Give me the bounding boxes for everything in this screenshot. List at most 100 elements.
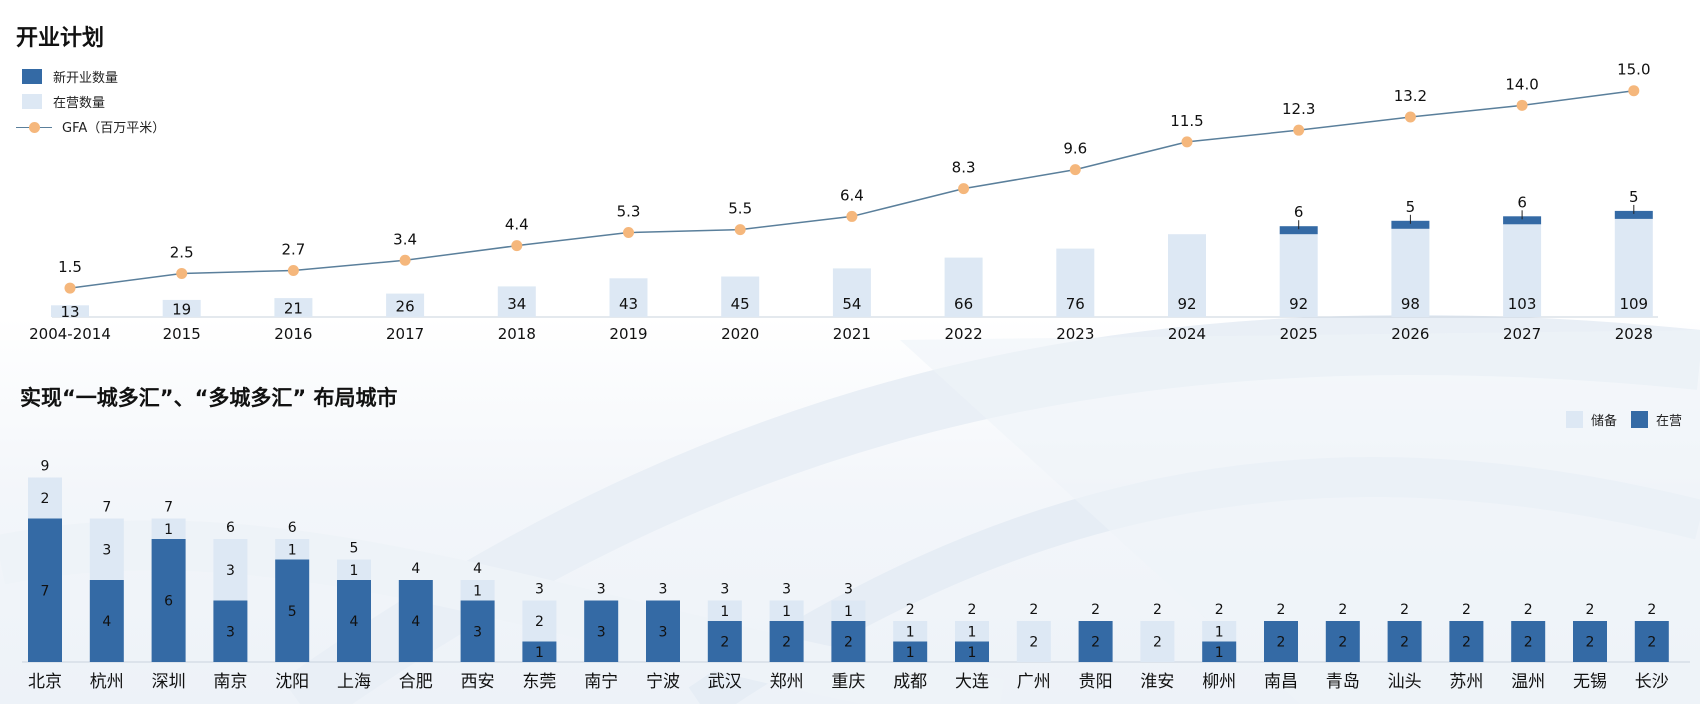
bar-operating-label: 2 (720, 635, 729, 651)
legend-label-operating: 在营数量 (53, 96, 106, 111)
bar-operating-label: 1 (906, 645, 915, 661)
plan-chart: 13 2004-2014 19 2015 21 2016 26 2017 34 2018 43 201… (29, 61, 1658, 343)
x-tick-label: 2020 (721, 325, 759, 343)
x-tick-label: 2028 (1615, 325, 1653, 343)
bar-reserve-label: 2 (535, 614, 544, 630)
x-tick-label: 2015 (163, 325, 201, 343)
gfa-point (64, 282, 76, 294)
x-tick-label: 苏州 (1449, 672, 1483, 692)
bar-operating (1279, 234, 1318, 317)
x-tick-label: 2017 (386, 325, 424, 343)
bar-total-label: 6 (288, 520, 297, 536)
x-tick-label: 南昌 (1264, 672, 1298, 692)
bar-reserve (893, 621, 928, 642)
gfa-point (1516, 99, 1528, 111)
bar-operating (89, 580, 124, 662)
bar-reserve (28, 477, 62, 519)
bar-operating (1325, 621, 1360, 662)
bar-operating (1573, 621, 1607, 662)
x-tick-label: 2024 (1168, 325, 1206, 343)
bar-reserve-label: 1 (782, 604, 791, 620)
legend-swatch-gfa (16, 121, 52, 133)
bar-total-label: 2 (1215, 602, 1224, 618)
x-tick-label: 长沙 (1635, 672, 1669, 692)
bar-total-label: 2 (1400, 602, 1409, 618)
bar-operating-label: 26 (396, 297, 415, 315)
legend-swatch-operating (22, 94, 42, 109)
bar-operating-label: 21 (284, 300, 303, 318)
gfa-label: 6.4 (840, 186, 864, 204)
bar-total-label: 3 (720, 582, 729, 598)
bar-new (1391, 220, 1430, 229)
gfa-point (1293, 124, 1305, 136)
bar-reserve-label: 1 (968, 624, 977, 640)
legend-item-operating: 在营数量 (22, 89, 165, 114)
x-tick-label: 柳州 (1202, 672, 1236, 692)
bar-new (1503, 216, 1542, 225)
x-tick-label: 北京 (28, 672, 62, 692)
bar-total-label: 2 (1277, 602, 1286, 618)
bar-operating-label: 34 (507, 295, 526, 313)
bar-operating (51, 305, 89, 317)
x-tick-label: 南京 (213, 672, 247, 692)
bar-operating (1634, 621, 1669, 662)
cities-title: 实现“一城多汇”、“多城多汇” 布局城市 (20, 386, 398, 410)
bar-operating (497, 286, 536, 317)
bar-reserve-label: 2 (1153, 635, 1162, 651)
bar-reserve-label: 3 (102, 542, 111, 558)
x-tick-label: 温州 (1511, 672, 1545, 692)
bar-reserve (460, 580, 495, 601)
gfa-point (287, 265, 299, 277)
bar-operating-label: 109 (1619, 295, 1648, 313)
gfa-point (846, 210, 858, 222)
legend-item-new: 新开业数量 (22, 64, 165, 89)
x-tick-label: 2019 (609, 325, 647, 343)
bar-total-label: 2 (1338, 602, 1347, 618)
bar-operating-label: 66 (954, 295, 973, 313)
x-tick-label: 郑州 (770, 672, 804, 692)
bar-operating (769, 621, 804, 662)
bar-operating-label: 3 (473, 624, 482, 640)
bar-operating (1264, 621, 1298, 662)
gfa-label: 14.0 (1505, 75, 1538, 93)
bar-operating (893, 641, 928, 662)
legend-label-gfa: GFA（百万平米） (62, 121, 166, 136)
bar-reserve (955, 621, 989, 642)
bar-operating (1056, 248, 1095, 317)
bar-total-label: 2 (1586, 602, 1595, 618)
cities-legend: 储备 在营 (1552, 410, 1682, 429)
gfa-label: 3.4 (393, 230, 417, 248)
gfa-point (958, 183, 970, 195)
bar-operating-label: 5 (288, 604, 297, 620)
bar-operating (1503, 224, 1542, 317)
x-tick-label: 广州 (1017, 672, 1051, 692)
x-tick-label: 大连 (955, 672, 989, 692)
bar-reserve-label: 1 (844, 604, 853, 620)
plan-legend: 新开业数量 在营数量 GFA（百万平米） (16, 64, 166, 139)
bar-operating (646, 600, 680, 662)
x-tick-label: 无锡 (1573, 672, 1607, 692)
bar-total-label: 2 (1029, 602, 1038, 618)
bar-operating (522, 641, 557, 662)
legend-item-gfa: GFA（百万平米） (16, 114, 166, 139)
bar-new (1279, 226, 1318, 235)
bar-total-label: 7 (164, 500, 173, 516)
bar-reserve (707, 600, 742, 621)
gfa-label: 13.2 (1394, 87, 1427, 105)
bar-reserve (275, 539, 310, 560)
bar-operating (274, 298, 313, 317)
gfa-point (399, 254, 411, 266)
bar-reserve (1202, 621, 1237, 642)
bar-operating-label: 2 (1462, 635, 1471, 651)
x-tick-label: 2016 (274, 325, 312, 343)
bar-operating (584, 600, 619, 662)
bar-total-label: 5 (350, 541, 359, 557)
bar-operating-label: 4 (102, 614, 111, 630)
gfa-point (1404, 111, 1416, 123)
bar-total-label: 3 (535, 582, 544, 598)
bar-operating (721, 276, 760, 317)
bar-operating-label: 1 (968, 645, 977, 661)
gfa-point (734, 224, 746, 236)
bar-operating-label: 2 (1277, 635, 1286, 651)
